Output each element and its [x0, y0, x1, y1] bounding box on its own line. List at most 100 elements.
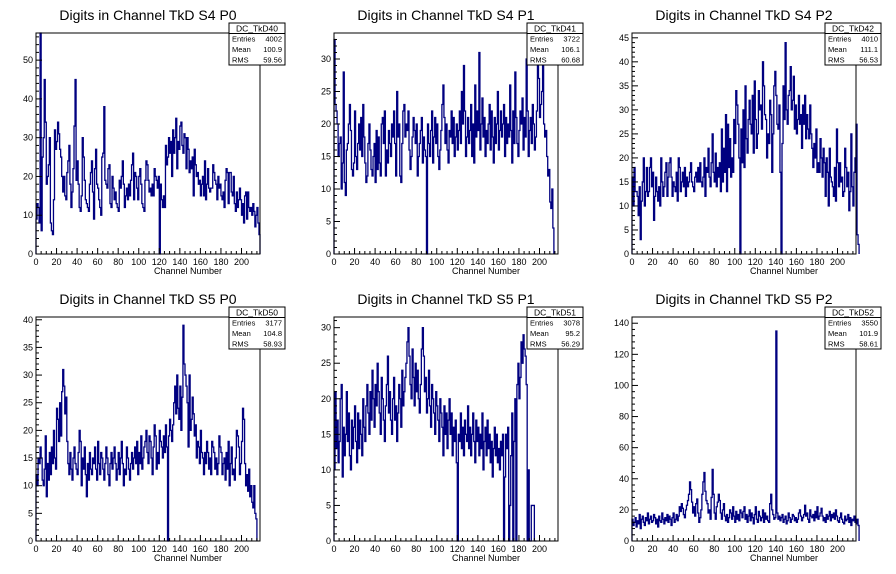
x-tick-label: 20 — [350, 257, 360, 267]
stats-label: RMS — [530, 56, 547, 65]
stats-label: Mean — [530, 329, 549, 338]
x-tick-label: 40 — [72, 544, 82, 554]
stats-label: Mean — [232, 45, 251, 54]
y-tick-label: 45 — [619, 33, 629, 43]
stats-label: Mean — [232, 329, 251, 338]
stats-label: RMS — [530, 340, 547, 349]
histogram-series — [631, 41, 860, 255]
x-tick-label: 140 — [768, 257, 783, 267]
stats-value: 101.9 — [859, 329, 878, 338]
stats-value: 56.29 — [561, 340, 580, 349]
y-tick-label: 35 — [619, 81, 629, 91]
y-tick-label: 10 — [321, 465, 331, 475]
stats-label: Mean — [828, 45, 847, 54]
stats-label: RMS — [232, 340, 249, 349]
stats-name: DC_TkD50 — [236, 308, 278, 318]
x-tick-label: 120 — [450, 544, 465, 554]
x-tick-label: 180 — [809, 257, 824, 267]
x-tick-label: 100 — [727, 544, 742, 554]
y-tick-label: 40 — [619, 474, 629, 484]
x-tick-label: 160 — [193, 544, 208, 554]
stats-frame — [228, 22, 286, 66]
y-tick-label: 10 — [23, 481, 33, 491]
y-tick-label: 0 — [28, 536, 33, 546]
x-tick-label: 200 — [830, 544, 845, 554]
stats-frame — [526, 22, 584, 66]
stats-name: DC_TkD40 — [236, 24, 278, 34]
stats-label: Entries — [828, 35, 852, 44]
x-tick-label: 20 — [648, 544, 658, 554]
x-axis-label: Channel Number — [750, 553, 818, 563]
panel-title: Digits in Channel TkD S5 P2 — [655, 291, 832, 307]
x-tick-label: 60 — [689, 257, 699, 267]
stats-name: DC_TkD42 — [832, 24, 874, 34]
y-tick-label: 30 — [321, 323, 331, 333]
histogram-series — [333, 327, 537, 542]
y-tick-label: 10 — [619, 201, 629, 211]
x-tick-label: 60 — [391, 257, 401, 267]
x-tick-label: 140 — [470, 257, 485, 267]
x-tick-label: 200 — [532, 257, 547, 267]
stats-frame — [824, 306, 882, 350]
x-tick-label: 40 — [668, 544, 678, 554]
y-tick-label: 25 — [619, 129, 629, 139]
stats-value: 56.53 — [859, 56, 878, 65]
panel-5: Digits in Channel TkD S5 P2 0 20 40 60 80 100 1… — [614, 291, 882, 563]
y-tick-label: 30 — [619, 105, 629, 115]
stats-label: Mean — [530, 45, 549, 54]
x-tick-label: 80 — [113, 544, 123, 554]
x-tick-label: 0 — [629, 257, 634, 267]
stats-frame — [228, 306, 286, 350]
stats-label: Entries — [232, 319, 256, 328]
x-tick-label: 0 — [331, 544, 336, 554]
x-tick-label: 160 — [491, 544, 506, 554]
x-tick-label: 20 — [648, 257, 658, 267]
y-tick-label: 5 — [624, 225, 629, 235]
x-tick-label: 160 — [789, 257, 804, 267]
stats-name: DC_TkD41 — [534, 24, 576, 34]
y-tick-label: 25 — [321, 87, 331, 97]
stats-name: DC_TkD52 — [832, 308, 874, 318]
stats-value: 58.93 — [263, 340, 282, 349]
stats-label: Entries — [530, 319, 554, 328]
panel-4: Digits in Channel TkD S5 P10 20 40 60 80 100 1… — [321, 291, 584, 563]
x-tick-label: 140 — [172, 544, 187, 554]
x-tick-label: 120 — [748, 544, 763, 554]
x-tick-label: 120 — [152, 544, 167, 554]
stats-label: RMS — [828, 56, 845, 65]
x-tick-label: 140 — [470, 544, 485, 554]
panel-title: Digits in Channel TkD S5 P1 — [357, 291, 534, 307]
y-tick-label: 25 — [321, 358, 331, 368]
histogram-series — [35, 32, 261, 255]
y-tick-label: 35 — [23, 342, 33, 352]
x-tick-label: 160 — [193, 257, 208, 267]
y-tick-label: 0 — [624, 536, 629, 546]
plot-frame — [35, 32, 261, 255]
x-tick-label: 200 — [830, 257, 845, 267]
y-tick-label: 0 — [326, 249, 331, 259]
x-axis-label: Channel Number — [750, 266, 818, 276]
panel-0: Digits in Channel TkD S4 P00 20 40 60 80 100 1… — [23, 7, 286, 276]
y-tick-label: 20 — [619, 153, 629, 163]
plot-frame — [35, 316, 261, 542]
stats-value: 3177 — [265, 319, 282, 328]
panel-1: Digits in Channel TkD S4 P10 20 40 60 80 100 1… — [321, 7, 584, 276]
x-tick-label: 80 — [709, 257, 719, 267]
y-tick-label: 100 — [614, 380, 629, 390]
y-tick-label: 15 — [23, 453, 33, 463]
y-tick-label: 20 — [23, 425, 33, 435]
y-tick-label: 20 — [321, 394, 331, 404]
stats-value: 95.2 — [565, 329, 580, 338]
x-tick-label: 120 — [748, 257, 763, 267]
x-tick-label: 100 — [131, 257, 146, 267]
x-tick-label: 80 — [411, 257, 421, 267]
y-tick-label: 0 — [28, 249, 33, 259]
y-tick-label: 30 — [23, 370, 33, 380]
x-tick-label: 100 — [131, 544, 146, 554]
x-tick-label: 100 — [429, 257, 444, 267]
panel-title: Digits in Channel TkD S4 P1 — [357, 7, 534, 23]
